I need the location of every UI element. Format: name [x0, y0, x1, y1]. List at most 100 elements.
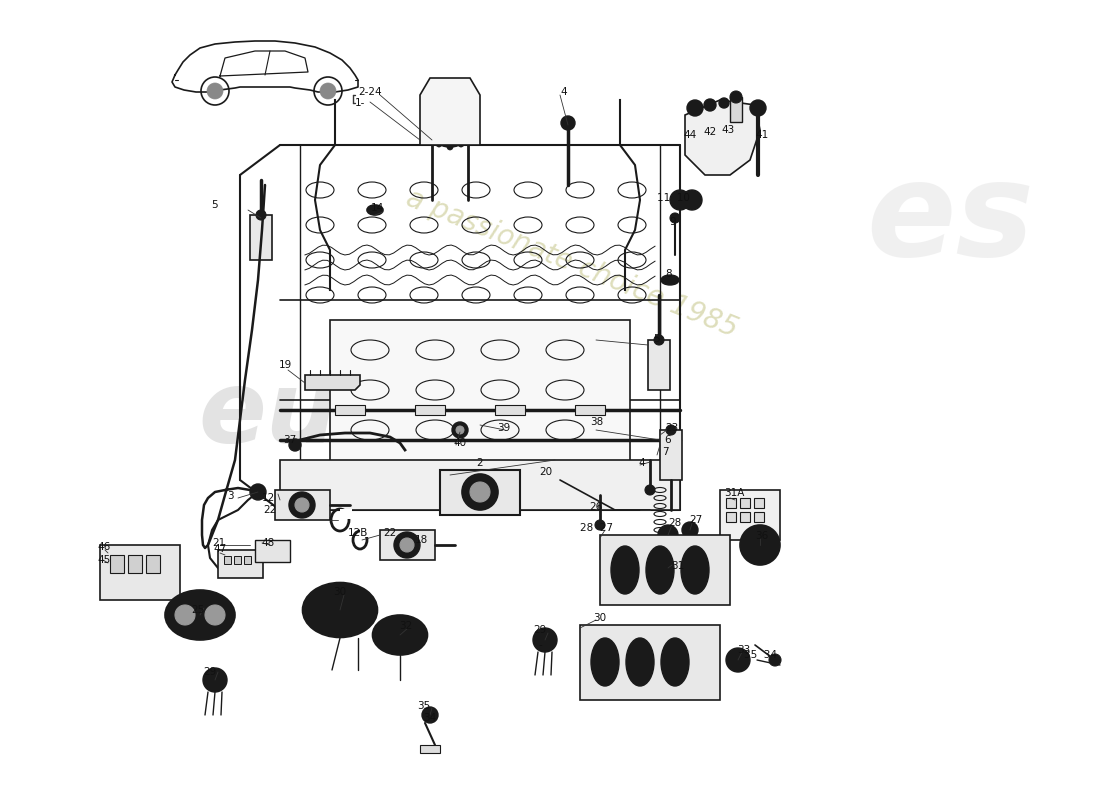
Circle shape — [466, 133, 472, 139]
Text: 37: 37 — [284, 435, 297, 445]
Circle shape — [670, 213, 680, 223]
Text: 2-24: 2-24 — [359, 87, 382, 97]
Bar — [726, 498, 736, 508]
Text: 14: 14 — [371, 203, 384, 213]
Bar — [730, 97, 743, 122]
Ellipse shape — [659, 563, 676, 573]
Text: 9: 9 — [670, 217, 676, 227]
Circle shape — [466, 111, 472, 117]
Text: 44: 44 — [683, 130, 696, 140]
Ellipse shape — [610, 546, 639, 594]
Circle shape — [425, 122, 431, 128]
Text: 30: 30 — [593, 613, 606, 623]
Text: -: - — [538, 640, 542, 650]
Text: 31A: 31A — [724, 488, 745, 498]
Text: 41: 41 — [756, 130, 769, 140]
Text: 8: 8 — [666, 269, 672, 279]
Circle shape — [422, 707, 438, 723]
Circle shape — [256, 210, 266, 220]
Bar — [244, 556, 251, 564]
Bar — [340, 509, 352, 519]
Text: 36: 36 — [756, 531, 769, 541]
Ellipse shape — [591, 638, 619, 686]
Text: 11  10: 11 10 — [657, 193, 690, 203]
Text: 28: 28 — [669, 518, 682, 528]
Circle shape — [436, 103, 442, 109]
Text: 7: 7 — [662, 447, 669, 457]
Text: 29: 29 — [534, 625, 547, 635]
Circle shape — [458, 103, 464, 109]
Circle shape — [289, 439, 301, 451]
Circle shape — [704, 99, 716, 111]
Ellipse shape — [688, 198, 696, 202]
Bar — [420, 745, 440, 753]
Text: 39: 39 — [497, 423, 510, 433]
Circle shape — [400, 538, 414, 552]
Bar — [218, 550, 263, 578]
Circle shape — [595, 520, 605, 530]
Bar — [110, 555, 124, 573]
Bar — [234, 556, 241, 564]
Text: 46: 46 — [98, 542, 111, 552]
Ellipse shape — [661, 275, 679, 285]
Circle shape — [682, 522, 698, 538]
Text: 28  27: 28 27 — [580, 523, 613, 533]
Text: 33: 33 — [737, 645, 750, 655]
Text: europ: europ — [199, 367, 527, 465]
Circle shape — [250, 484, 266, 500]
Circle shape — [666, 425, 676, 435]
Text: 31: 31 — [671, 561, 684, 571]
Circle shape — [204, 668, 227, 692]
Bar — [575, 405, 605, 415]
Text: 25: 25 — [191, 605, 205, 615]
Text: 2: 2 — [476, 458, 483, 468]
Circle shape — [740, 525, 780, 565]
Circle shape — [205, 605, 225, 625]
Text: 19: 19 — [278, 360, 292, 370]
Circle shape — [456, 426, 464, 434]
Circle shape — [719, 98, 729, 108]
Bar — [600, 535, 730, 605]
Circle shape — [561, 116, 575, 130]
Ellipse shape — [661, 638, 689, 686]
Circle shape — [309, 597, 336, 623]
Ellipse shape — [367, 205, 383, 215]
Text: 34: 34 — [424, 713, 437, 723]
Circle shape — [207, 83, 223, 99]
Text: 30: 30 — [333, 587, 346, 597]
Text: 1-: 1- — [355, 98, 365, 108]
Circle shape — [470, 482, 490, 502]
Circle shape — [458, 141, 464, 147]
Text: 35  34: 35 34 — [745, 650, 778, 660]
Text: 40: 40 — [453, 438, 466, 448]
Bar — [740, 498, 750, 508]
Polygon shape — [305, 375, 360, 390]
Circle shape — [691, 104, 698, 112]
Circle shape — [670, 190, 690, 210]
Circle shape — [452, 422, 468, 438]
Bar — [580, 625, 720, 700]
Text: 22: 22 — [384, 528, 397, 538]
Circle shape — [730, 91, 743, 103]
Bar — [754, 512, 764, 522]
Bar — [740, 512, 750, 522]
Bar — [379, 530, 434, 560]
Text: 18: 18 — [415, 535, 428, 545]
Circle shape — [320, 83, 336, 99]
Circle shape — [175, 605, 195, 625]
Circle shape — [645, 485, 654, 495]
Text: 5: 5 — [652, 334, 659, 344]
Ellipse shape — [373, 615, 428, 655]
Bar — [495, 405, 525, 415]
Circle shape — [682, 190, 702, 210]
Bar — [754, 498, 764, 508]
Bar — [250, 215, 272, 260]
Circle shape — [769, 654, 781, 666]
Text: 12: 12 — [262, 493, 275, 503]
Bar — [224, 556, 231, 564]
Text: 6: 6 — [664, 435, 671, 445]
Circle shape — [663, 530, 673, 540]
Text: 20: 20 — [539, 467, 552, 477]
Circle shape — [726, 648, 750, 672]
Text: 42: 42 — [703, 127, 716, 137]
